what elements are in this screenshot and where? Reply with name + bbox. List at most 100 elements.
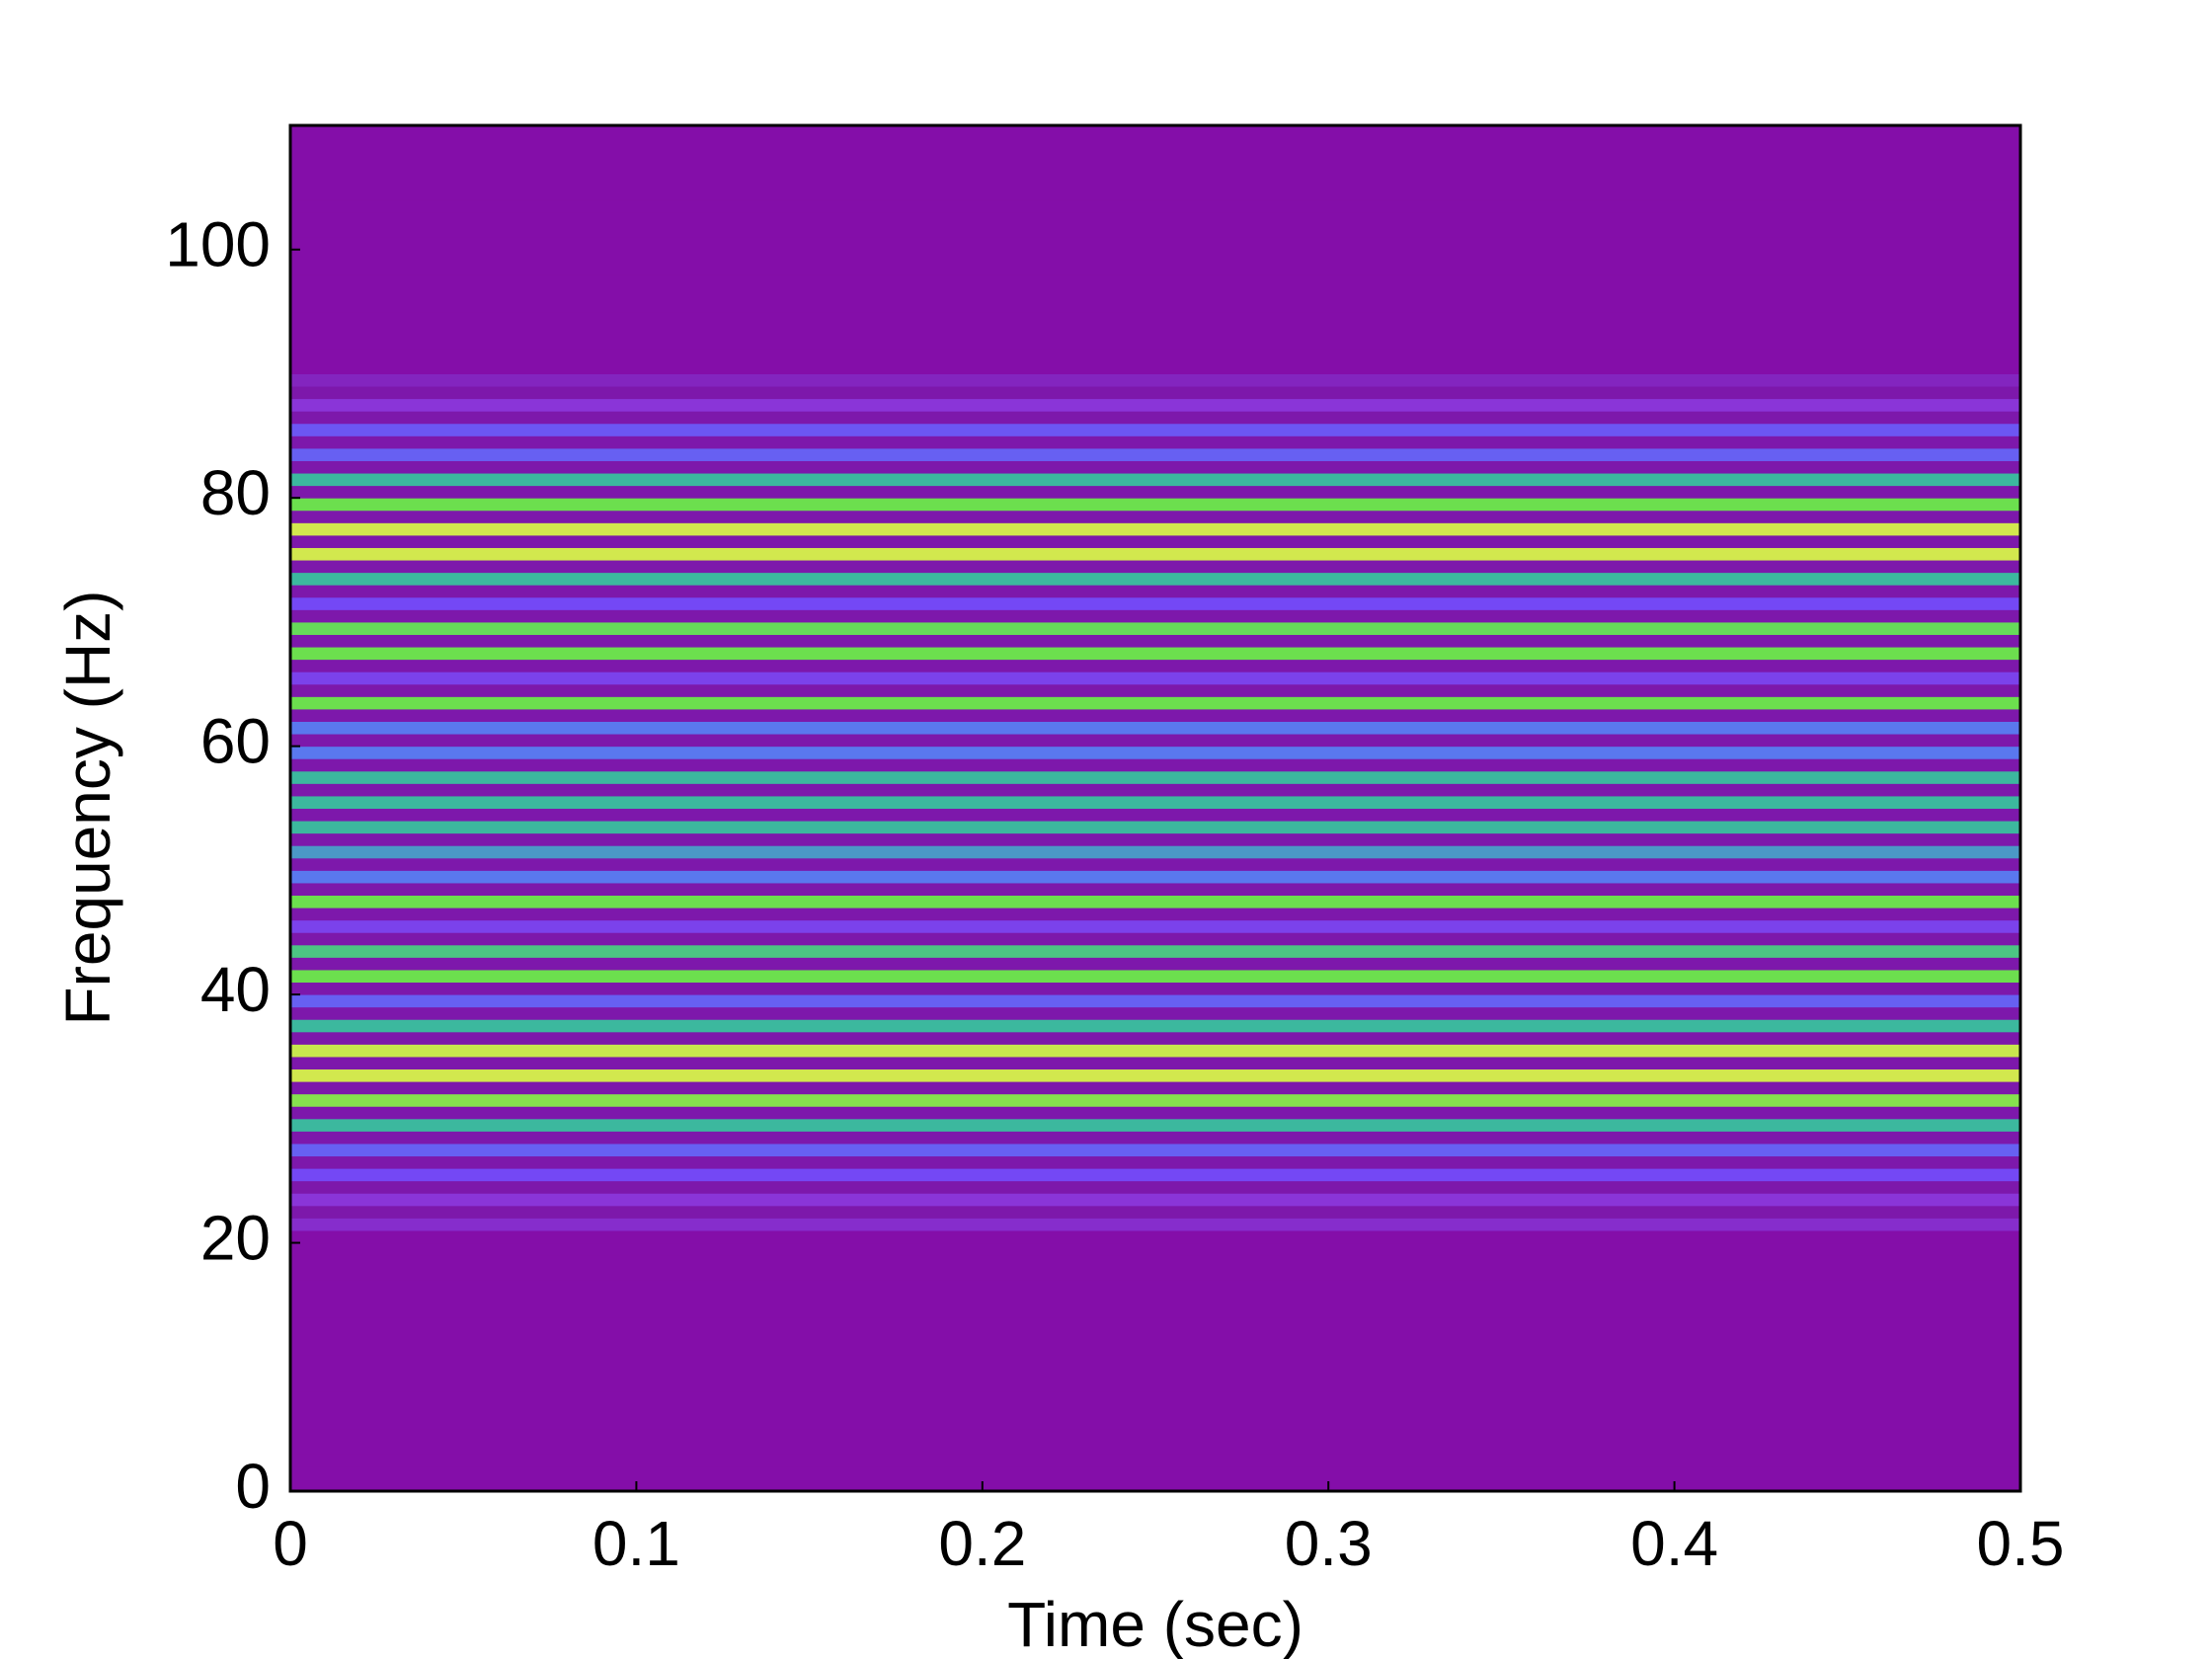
heat-cell	[290, 1218, 2020, 1231]
heat-cell	[290, 1465, 2020, 1479]
heat-cell	[290, 647, 2020, 661]
heat-cell	[290, 1193, 2020, 1207]
heat-cell	[290, 1068, 2020, 1082]
heat-cell	[290, 1081, 2020, 1095]
heat-cell	[290, 1056, 2020, 1070]
heat-cell	[290, 634, 2020, 648]
heat-cell	[290, 895, 2020, 908]
heat-cell	[290, 721, 2020, 735]
plot-frame	[288, 123, 2022, 1493]
heat-cell	[290, 1416, 2020, 1430]
heat-cell	[290, 672, 2020, 685]
heat-cell	[290, 510, 2020, 523]
heat-cell	[290, 1255, 2020, 1269]
heat-cell	[290, 224, 2020, 238]
x-axis-label: Time (sec)	[1007, 1589, 1304, 1659]
heat-cell	[290, 957, 2020, 971]
heat-cell	[290, 311, 2020, 325]
heat-cell	[290, 498, 2020, 512]
heat-cell	[290, 286, 2020, 300]
x-tick-label: 0.5	[1977, 1508, 2065, 1579]
heat-cell	[290, 349, 2020, 362]
x-tick-label: 0.1	[592, 1508, 680, 1579]
heat-cell	[290, 944, 2020, 958]
heat-cell	[290, 262, 2020, 276]
heat-cell	[290, 758, 2020, 772]
heat-cell	[290, 373, 2020, 387]
heat-cell	[290, 808, 2020, 822]
heat-cell	[290, 237, 2020, 251]
heat-cell	[290, 150, 2020, 164]
heat-cell	[290, 175, 2020, 189]
y-tick-label: 80	[200, 457, 271, 528]
heat-cell	[290, 137, 2020, 151]
x-tick-label: 0	[273, 1508, 308, 1579]
heat-cell	[290, 560, 2020, 574]
heat-cell	[290, 460, 2020, 474]
heat-cell	[290, 336, 2020, 350]
heat-cell	[290, 1106, 2020, 1120]
heat-cell	[290, 585, 2020, 598]
heat-cell	[290, 683, 2020, 697]
heat-cell	[290, 1131, 2020, 1145]
heat-cell	[290, 932, 2020, 946]
y-tick-label: 40	[200, 954, 271, 1025]
heat-cell	[290, 522, 2020, 536]
heat-cell	[290, 1180, 2020, 1194]
heat-cell	[290, 621, 2020, 635]
heat-cell	[290, 1316, 2020, 1331]
heat-cell	[290, 473, 2020, 487]
x-tick-label: 0.4	[1630, 1508, 1718, 1579]
heat-cell	[290, 485, 2020, 499]
heat-cell	[290, 1118, 2020, 1132]
heat-cell	[290, 696, 2020, 710]
y-tick-label: 100	[165, 209, 271, 280]
heat-cell	[290, 1367, 2020, 1381]
heat-cell	[290, 1229, 2020, 1244]
heat-cell	[290, 857, 2020, 871]
y-tick-label: 0	[235, 1451, 271, 1522]
heat-cell	[290, 386, 2020, 400]
heat-cell	[290, 1441, 2020, 1455]
y-tick-label: 20	[200, 1202, 271, 1273]
heat-cell	[290, 734, 2020, 748]
heat-cell	[290, 746, 2020, 759]
heat-cell	[290, 1143, 2020, 1157]
heat-cell	[290, 795, 2020, 809]
heat-cell	[290, 125, 2020, 139]
heat-cell	[290, 1019, 2020, 1033]
heat-cell	[290, 919, 2020, 933]
heat-cell	[290, 870, 2020, 884]
x-tick-label: 0.2	[938, 1508, 1026, 1579]
heat-cell	[290, 1242, 2020, 1256]
heat-cell	[290, 398, 2020, 412]
heat-cell	[290, 534, 2020, 548]
heat-cell	[290, 411, 2020, 425]
heat-cell	[290, 783, 2020, 797]
heat-cell	[290, 596, 2020, 610]
heat-cell	[290, 1168, 2020, 1182]
heat-cell	[290, 908, 2020, 921]
heat-cell	[290, 360, 2020, 374]
heat-cell	[290, 969, 2020, 984]
heat-cell	[290, 845, 2020, 859]
heat-cell	[290, 187, 2020, 200]
heat-cell	[290, 435, 2020, 449]
heat-cell	[290, 1044, 2020, 1058]
heat-cell	[290, 162, 2020, 176]
heat-cell	[290, 1155, 2020, 1169]
heat-cell	[290, 1292, 2020, 1305]
heat-cell	[290, 212, 2020, 226]
heat-cell	[290, 982, 2020, 995]
heat-cell	[290, 1006, 2020, 1020]
heat-cell	[290, 1093, 2020, 1107]
heat-cell	[290, 1354, 2020, 1368]
heat-cell	[290, 609, 2020, 623]
heat-cell	[290, 249, 2020, 263]
heat-cell	[290, 274, 2020, 287]
heat-cell	[290, 1429, 2020, 1443]
heat-cell	[290, 199, 2020, 213]
heat-cell	[290, 659, 2020, 672]
heat-cell	[290, 1267, 2020, 1281]
